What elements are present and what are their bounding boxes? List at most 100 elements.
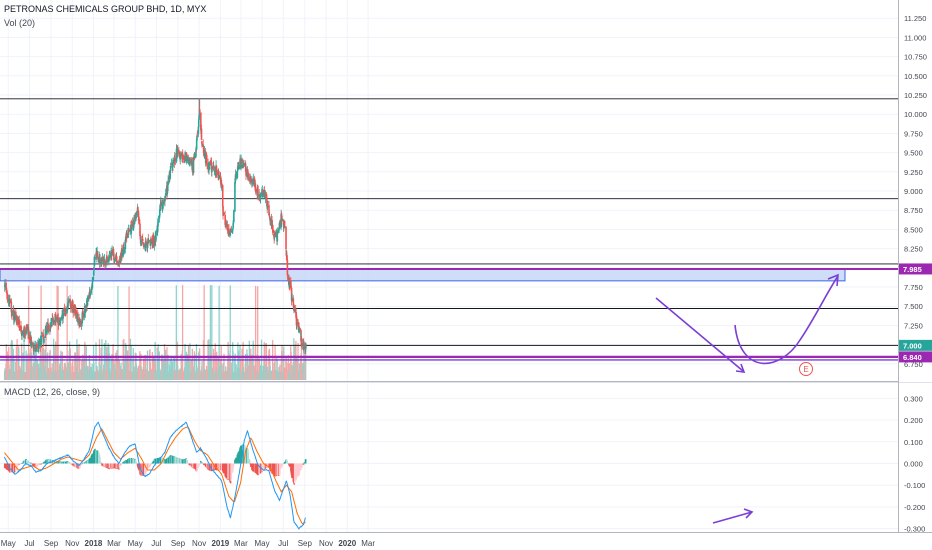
volume-bar [257,286,259,380]
macd-divergence-arrow[interactable] [712,508,754,524]
volume-bar [186,354,189,380]
volume-bar [164,349,167,380]
candle-body [202,144,205,148]
macd-histogram-bar [100,461,102,464]
candle-body [106,259,109,263]
candle-body [93,256,96,267]
macd-histogram-bar [14,463,16,473]
volume-bar [69,348,71,380]
downtrend-arrow-line [655,297,744,372]
volume-bar [69,365,72,380]
macd-axis[interactable]: 0.300 0.200 0.100 0.000 -0.100 -0.200 -0.300 [904,394,925,533]
candle-body [296,319,298,322]
price-tick-label: 9.750 [904,129,923,138]
volume-bar [274,345,276,380]
volume-bar [91,370,94,380]
candle-body [290,280,292,288]
macd-histogram-bar [130,458,133,464]
volume-bar [50,371,52,380]
price-pane[interactable]: E [0,0,898,532]
chart-title[interactable]: PETRONAS CHEMICALS GROUP BHD, 1D, MYX [4,4,206,14]
volume-bar [56,285,58,380]
macd-histogram-bar [119,463,122,466]
candle-body [144,242,147,252]
volume-bar [61,351,63,380]
resistance-zone[interactable] [0,268,846,282]
time-axis[interactable]: May Jul Sep Nov 2018 Mar May Jul Sep Nov 2019 Mar Ma… [1,539,376,548]
candle-body [268,216,271,218]
volume-bar [9,368,11,380]
volume-bar [220,346,222,380]
volume-bar [279,364,281,380]
macd-label[interactable]: MACD (12, 26, close, 9) [4,387,100,397]
earnings-marker[interactable]: E [799,362,813,376]
macd-histogram-bar [252,463,254,472]
macd-histogram-bar [28,462,31,464]
volume-bar [60,350,62,380]
volume-bar [237,342,239,380]
candle-body [137,210,140,217]
horizontal-levels[interactable] [0,98,898,361]
candle-body [279,224,281,227]
volume-bar [99,364,101,380]
candle-body [14,312,16,320]
volume-bar [149,362,151,380]
volume-bar [285,356,287,380]
candle-body [169,166,172,171]
volume-bar [300,338,303,380]
candle-body [124,239,127,250]
volume-bar [233,371,235,380]
macd-histogram-bar [82,462,84,464]
volume-bar [143,358,145,380]
volume-bar [130,371,133,380]
macd-histogram-bar [33,463,35,467]
volume-bar [177,365,179,380]
macd-histogram-bar [79,463,82,468]
macd-histogram-bar [94,448,96,464]
candle-body [79,320,82,326]
volume-bar [213,371,215,380]
candle-body [226,224,229,231]
candle-body [223,212,225,215]
volume-bar [89,367,91,380]
candle-body [153,240,156,246]
macd-pane[interactable] [0,397,898,530]
macd-histogram-bar [43,461,45,464]
volume-bar [145,355,147,380]
candle-body [128,229,131,231]
price-axis[interactable]: 11.250 11.000 10.750 10.500 10.250 10.000 9.75… [904,14,927,369]
macd-histogram-bar [262,463,264,471]
candle-body [272,225,274,233]
candle-body [276,233,279,242]
volume-bar [158,351,160,380]
volume-bar [38,367,40,380]
earnings-icon[interactable] [799,362,813,376]
volume-bar [57,286,59,380]
candle-body [38,339,40,343]
volume-bar [203,368,206,380]
trend-drawings[interactable] [655,273,839,373]
candle-body [20,325,22,332]
candle-body [220,185,223,188]
volume-bar [40,285,42,380]
volume-label[interactable]: Vol (20) [4,18,35,28]
candle-body [118,259,121,263]
volume-bar [251,354,253,380]
candle-body [48,329,50,331]
candle-body [23,326,26,336]
volume-bar [72,365,74,380]
candle-body [169,171,172,179]
macd-tick-label: -0.200 [904,503,925,512]
volume-bar [79,370,82,380]
volume-bar [242,341,244,380]
volume-bar [174,369,176,380]
candle-body [100,261,103,264]
volume-bar [101,371,103,380]
volume-bar [127,350,129,380]
candle-body [123,248,126,253]
macd-histogram-bar [177,457,179,464]
volume-bar [188,361,190,380]
candle-body [228,228,230,236]
downtrend-arrowhead [735,363,746,373]
